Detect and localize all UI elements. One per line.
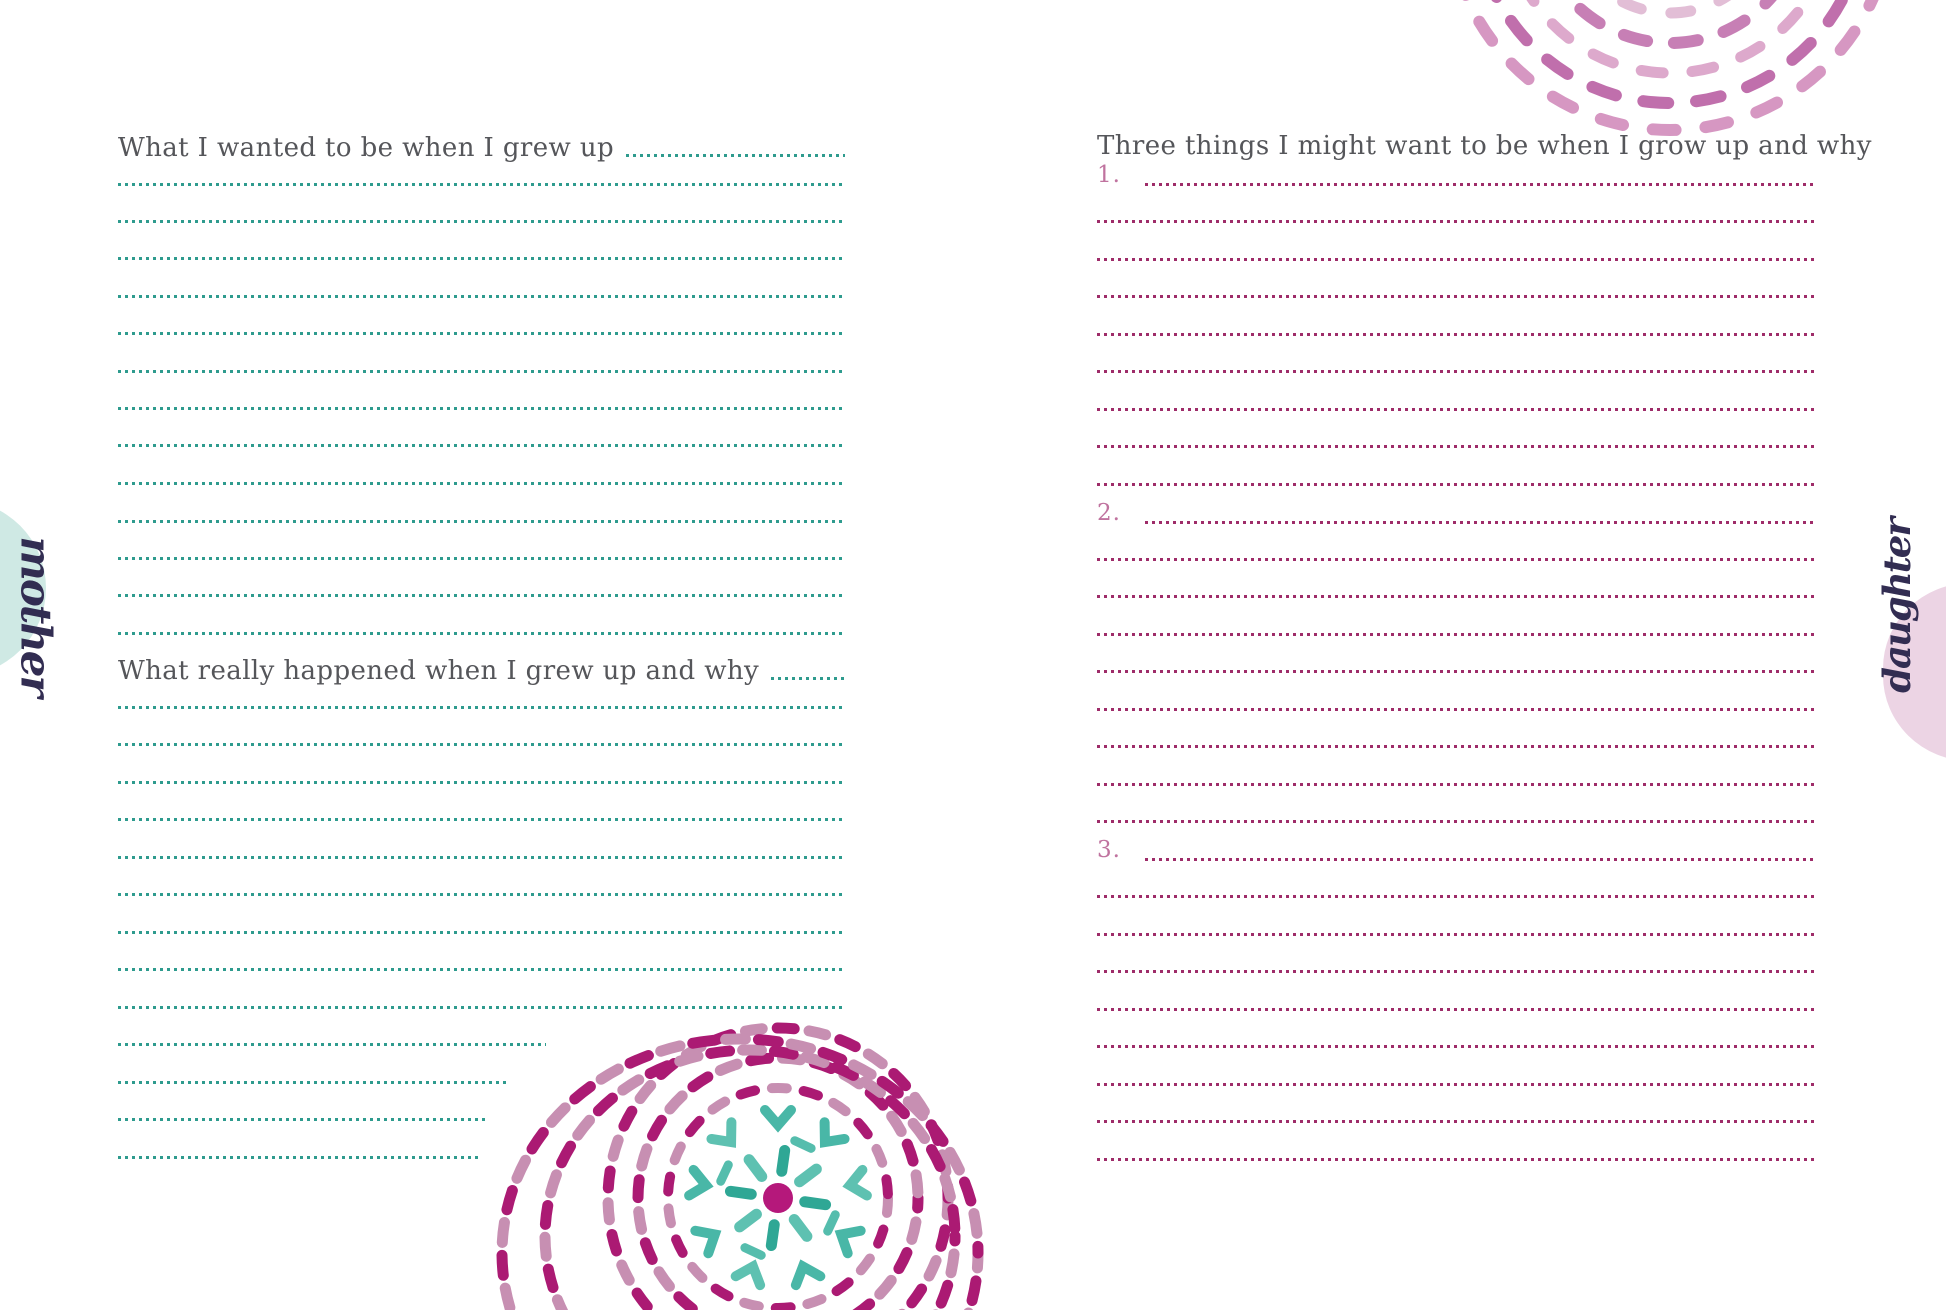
ruled-line [1097,1008,1815,1011]
ruled-line [118,257,845,260]
ruled-line [1097,370,1815,373]
right-title-text: Three things I might want to be when I g… [1097,131,1872,161]
ruled-line [118,370,845,373]
ruled-line [118,781,845,784]
center-dot [763,1183,793,1213]
ruled-line [1097,333,1815,336]
ruled-line [118,1081,510,1084]
ruled-line [1097,820,1815,823]
ruled-line [118,1156,478,1159]
ruled-line [118,1118,488,1121]
ruled-line [118,594,845,597]
dotted-leader [1144,183,1815,186]
dotted-leader [1144,858,1815,861]
mother-edge-label: mother [11,536,61,696]
ruled-line [118,931,845,934]
top-right-stitch-rings [1461,0,1879,136]
ruled-line [118,444,845,447]
left-title-1: What I wanted to be when I grew up [118,134,845,162]
ruled-line [118,893,845,896]
dotted-leader [626,154,845,157]
ruled-line [118,482,845,485]
ruled-line [1097,258,1815,261]
ruled-line [118,557,845,560]
starburst [689,1110,867,1285]
ruled-line [1097,483,1815,486]
ruled-line [118,295,845,298]
ruled-line [118,520,845,523]
left-title-2: What really happened when I grew up and … [118,657,845,685]
item-number: 1. [1097,162,1121,188]
item-number: 2. [1097,500,1121,526]
ruled-line [118,220,845,223]
daughter-edge-label: daughter [1875,519,1919,693]
ruled-line [1097,708,1815,711]
ruled-line [118,743,845,746]
ruled-line [118,1006,845,1009]
ruled-line [118,1043,546,1046]
ruled-line [118,818,845,821]
left-title-1-text: What I wanted to be when I grew up [118,133,615,163]
ruled-line [1097,558,1815,561]
ruled-line [1097,670,1815,673]
ruled-line [118,856,845,859]
ruled-line [1097,933,1815,936]
ruled-line [1097,1045,1815,1048]
left-title-2-text: What really happened when I grew up and … [118,656,760,686]
numbered-line-2: 2. [1097,500,1815,526]
ruled-line [1097,633,1815,636]
ruled-line [1097,1120,1815,1123]
ruled-line [118,968,845,971]
ruled-line [118,183,845,186]
ruled-line [1097,408,1815,411]
ruled-line [1097,970,1815,973]
ruled-line [1097,895,1815,898]
numbered-line-3: 3. [1097,837,1815,863]
ruled-line [1097,445,1815,448]
ruled-line [118,706,845,709]
right-title: Three things I might want to be when I g… [1097,132,1871,160]
ruled-line [1097,295,1815,298]
ruled-line [1097,745,1815,748]
ruled-line [1097,595,1815,598]
ruled-line [118,332,845,335]
dotted-leader [1144,521,1815,524]
numbered-line-1: 1. [1097,162,1815,188]
ruled-line [118,632,845,635]
stitch-spiral [496,1022,984,1310]
ruled-line [1097,1158,1815,1161]
dotted-leader [771,677,845,680]
ruled-line [1097,220,1815,223]
item-number: 3. [1097,837,1121,863]
ruled-line [1097,783,1815,786]
ruled-line [118,407,845,410]
ruled-line [1097,1083,1815,1086]
